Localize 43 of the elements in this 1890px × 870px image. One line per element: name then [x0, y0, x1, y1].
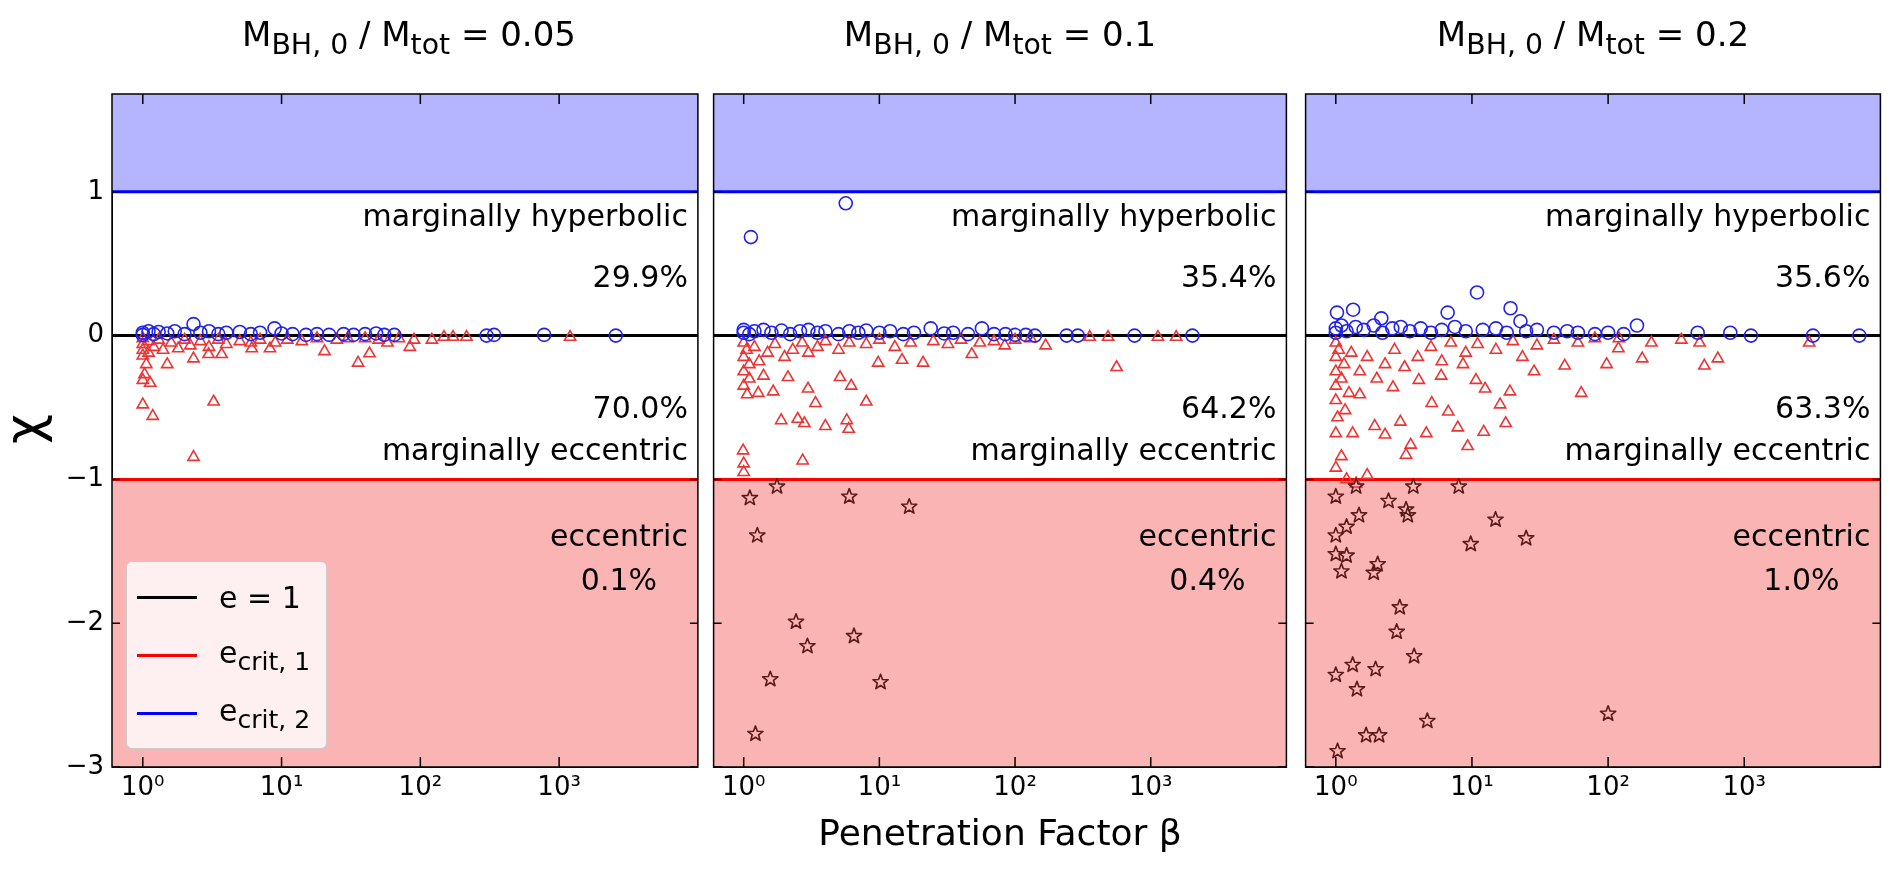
y-tick-label: −2 — [65, 605, 104, 636]
chart-title: M$_{BH, 0}$ / M$_{tot}$ = 0.05 — [241, 14, 577, 63]
chart-title: M$_{BH, 0}$ / M$_{tot}$ = 0.2 — [1435, 14, 1751, 63]
y-tick-label: 0 — [87, 318, 104, 349]
x-tick-label: 10⁰ — [721, 771, 766, 802]
x-axis-title: Penetration Factor β — [817, 812, 1183, 853]
annotation: 35.6% — [1775, 258, 1871, 294]
x-tick-label: 10⁰ — [121, 771, 165, 802]
x-tick-label: 10¹ — [259, 771, 304, 802]
x-tick-label: 10² — [993, 771, 1037, 802]
legend-label: e$_{crit, 1}$ — [219, 634, 311, 676]
annotation: 70.0% — [592, 390, 688, 426]
annotation: eccentric — [550, 517, 688, 553]
x-tick-label: 10¹ — [857, 771, 902, 802]
annotation: eccentric — [1732, 517, 1871, 553]
annotation: 1.0% — [1763, 561, 1840, 597]
annotation: 35.4% — [1181, 258, 1277, 294]
x-tick-label: 10² — [1586, 771, 1630, 802]
x-tick-label: 10³ — [537, 771, 581, 802]
annotation: 64.2% — [1181, 390, 1277, 426]
annotation: marginally hyperbolic — [1545, 198, 1871, 234]
annotation: eccentric — [1138, 517, 1277, 553]
y-axis-title: χ — [0, 413, 54, 444]
annotation: marginally hyperbolic — [951, 198, 1277, 234]
annotation: marginally eccentric — [381, 431, 688, 467]
x-tick-label: 10³ — [1128, 771, 1173, 802]
x-tick-label: 10³ — [1722, 771, 1767, 802]
y-tick-label: −3 — [65, 749, 104, 780]
legend-label: e = 1 — [219, 579, 301, 615]
x-tick-label: 10⁰ — [1314, 771, 1358, 802]
annotation: marginally eccentric — [1564, 431, 1871, 467]
y-tick-label: −1 — [65, 462, 104, 493]
y-tick-label: 1 — [87, 174, 104, 205]
chart-title: M$_{BH, 0}$ / M$_{tot}$ = 0.1 — [842, 14, 1158, 63]
x-tick-label: 10¹ — [1450, 771, 1494, 802]
annotation: marginally eccentric — [970, 431, 1277, 467]
legend-label: e$_{crit, 2}$ — [219, 692, 311, 734]
x-tick-label: 10² — [398, 771, 443, 802]
annotation: 0.4% — [1169, 561, 1246, 597]
annotation: 0.1% — [580, 561, 658, 597]
annotation: 29.9% — [592, 258, 688, 294]
annotation: marginally hyperbolic — [362, 198, 688, 234]
annotation: 63.3% — [1775, 390, 1871, 426]
